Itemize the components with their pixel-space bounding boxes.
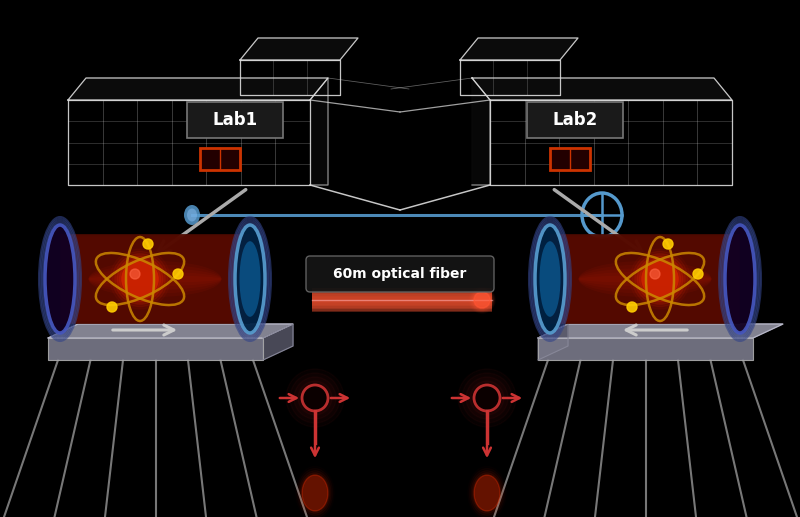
FancyBboxPatch shape (527, 102, 623, 138)
Bar (66, 237, 245, 322)
Ellipse shape (578, 272, 711, 286)
Bar (558, 238, 732, 320)
Ellipse shape (578, 261, 711, 297)
Circle shape (650, 269, 660, 279)
Ellipse shape (725, 225, 755, 333)
Bar (48, 338, 263, 360)
Bar (64, 236, 246, 322)
Bar (554, 236, 736, 322)
Circle shape (122, 261, 158, 297)
Bar (312, 290, 492, 311)
Ellipse shape (89, 272, 222, 286)
Circle shape (112, 251, 168, 307)
Circle shape (627, 302, 637, 312)
Bar (60, 234, 250, 324)
Ellipse shape (89, 261, 222, 297)
Polygon shape (538, 324, 568, 360)
Bar (312, 297, 492, 303)
Circle shape (642, 261, 678, 297)
Circle shape (642, 261, 678, 297)
Text: 60m optical fiber: 60m optical fiber (334, 267, 466, 281)
Bar (553, 235, 738, 323)
Bar (557, 237, 734, 321)
Ellipse shape (302, 475, 328, 511)
Ellipse shape (473, 473, 502, 513)
Circle shape (130, 269, 140, 279)
Ellipse shape (578, 265, 711, 294)
Bar (66, 237, 243, 321)
Ellipse shape (89, 276, 222, 283)
Bar (550, 234, 740, 324)
Circle shape (640, 258, 681, 299)
Ellipse shape (89, 268, 222, 290)
Circle shape (115, 254, 165, 304)
Polygon shape (240, 38, 358, 60)
Ellipse shape (45, 225, 75, 333)
FancyBboxPatch shape (187, 102, 283, 138)
Circle shape (110, 249, 170, 309)
Polygon shape (538, 324, 783, 338)
Ellipse shape (578, 276, 711, 283)
Text: Lab1: Lab1 (213, 111, 258, 129)
Bar (68, 238, 242, 320)
Bar (312, 293, 492, 308)
Bar (550, 234, 740, 324)
Polygon shape (472, 78, 732, 100)
Circle shape (470, 288, 494, 312)
Circle shape (663, 239, 673, 249)
Bar (312, 299, 492, 302)
Polygon shape (48, 324, 293, 338)
Circle shape (638, 256, 682, 302)
Circle shape (122, 261, 158, 297)
Bar (62, 235, 247, 323)
Bar (555, 237, 734, 322)
Polygon shape (310, 78, 328, 185)
Circle shape (107, 302, 117, 312)
Bar (538, 338, 753, 360)
Bar (60, 234, 250, 324)
Bar (312, 296, 492, 305)
Ellipse shape (302, 475, 328, 511)
Circle shape (173, 269, 183, 279)
Circle shape (120, 258, 160, 299)
Circle shape (471, 290, 493, 311)
Ellipse shape (539, 241, 561, 317)
Ellipse shape (301, 473, 330, 513)
Ellipse shape (578, 268, 711, 290)
Circle shape (693, 269, 703, 279)
Ellipse shape (535, 225, 565, 333)
Polygon shape (68, 78, 328, 100)
Polygon shape (472, 78, 490, 185)
Ellipse shape (239, 241, 261, 317)
Ellipse shape (89, 265, 222, 294)
Text: Lab2: Lab2 (552, 111, 598, 129)
Circle shape (143, 239, 153, 249)
Circle shape (302, 385, 328, 411)
Circle shape (630, 249, 690, 309)
Ellipse shape (474, 475, 500, 511)
Bar (62, 235, 249, 323)
Bar (550, 148, 590, 170)
Bar (200, 148, 240, 170)
Circle shape (635, 254, 685, 304)
Bar (312, 291, 492, 309)
Circle shape (474, 292, 490, 308)
FancyBboxPatch shape (306, 256, 494, 292)
Circle shape (474, 292, 490, 308)
Bar (312, 288, 492, 312)
Ellipse shape (187, 208, 197, 221)
Circle shape (473, 291, 491, 309)
Polygon shape (460, 38, 578, 60)
Circle shape (474, 385, 500, 411)
Ellipse shape (235, 225, 265, 333)
Circle shape (632, 251, 688, 307)
Circle shape (117, 256, 163, 302)
Ellipse shape (474, 475, 500, 511)
Bar (551, 235, 738, 323)
Polygon shape (263, 324, 293, 360)
Bar (312, 294, 492, 306)
Ellipse shape (184, 205, 200, 225)
